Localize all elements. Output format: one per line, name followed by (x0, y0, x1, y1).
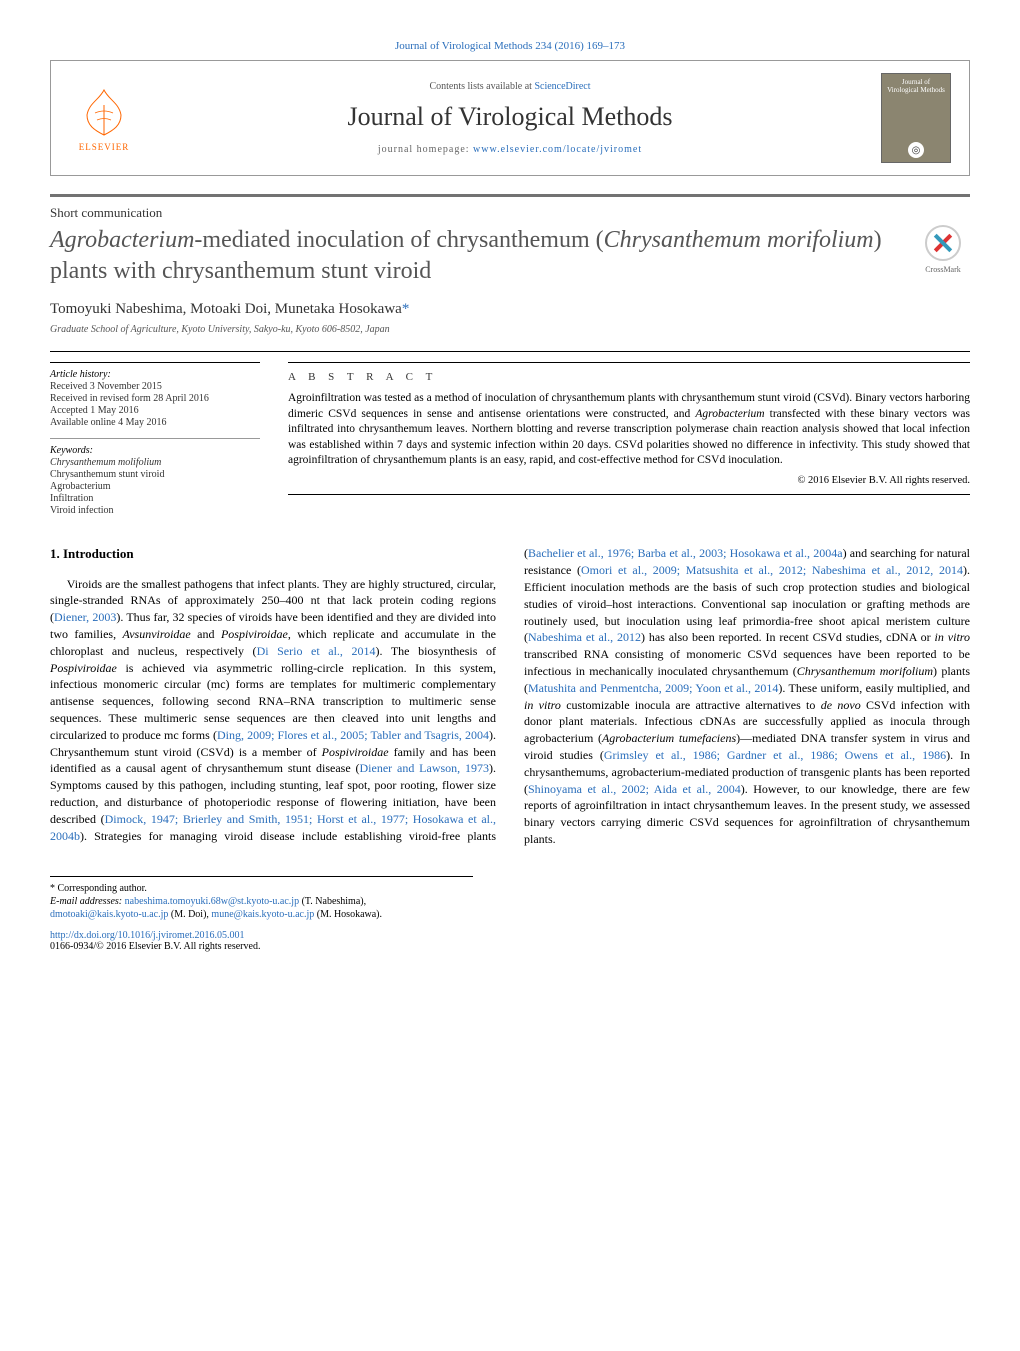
running-head: Journal of Virological Methods 234 (2016… (50, 40, 970, 52)
keyword-5: Viroid infection (50, 505, 260, 516)
journal-header: ELSEVIER Contents lists available at Sci… (50, 60, 970, 176)
article-info-sidebar: Article history: Received 3 November 201… (50, 362, 260, 517)
email-link[interactable]: nabeshima.tomoyuki.68w@st.kyoto-u.ac.jp (125, 896, 299, 907)
citation-link[interactable]: Omori et al., 2009; Matsushita et al., 2… (581, 563, 963, 577)
title-italic-2: Chrysanthemum morifolium (604, 227, 874, 253)
history-received: Received 3 November 2015 (50, 381, 260, 392)
history-revised: Received in revised form 28 April 2016 (50, 393, 260, 404)
issn-line: 0166-0934/© 2016 Elsevier B.V. All right… (50, 941, 260, 952)
homepage-prefix: journal homepage: (378, 144, 473, 155)
author-list: Tomoyuki Nabeshima, Motoaki Doi, Munetak… (50, 301, 402, 317)
cover-thumb-badge: ◎ (908, 142, 924, 158)
email-label: E-mail addresses: (50, 896, 125, 907)
email-line-2: dmotoaki@kais.kyoto-u.ac.jp (M. Doi), mu… (50, 909, 473, 920)
authors: Tomoyuki Nabeshima, Motoaki Doi, Munetak… (50, 301, 970, 318)
citation-link[interactable]: Diener and Lawson, 1973 (360, 761, 490, 775)
citation-link[interactable]: Matushita and Penmentcha, 2009; Yoon et … (528, 681, 778, 695)
intro-paragraph: Viroids are the smallest pathogens that … (50, 545, 970, 847)
corr-author-label: * Corresponding author. (50, 883, 473, 894)
citation-link[interactable]: Di Serio et al., 2014 (257, 644, 376, 658)
email-line: E-mail addresses: nabeshima.tomoyuki.68w… (50, 896, 473, 907)
section-divider (50, 194, 970, 197)
running-head-link[interactable]: Journal of Virological Methods 234 (2016… (395, 40, 625, 52)
homepage-link[interactable]: www.elsevier.com/locate/jviromet (473, 144, 642, 155)
keyword-2: Chrysanthemum stunt viroid (50, 469, 260, 480)
intro-heading: 1. Introduction (50, 545, 496, 563)
abstract-italic1: Agrobacterium (695, 408, 764, 420)
history-accepted: Accepted 1 May 2016 (50, 405, 260, 416)
citation-link[interactable]: Nabeshima et al., 2012 (528, 630, 641, 644)
footer: * Corresponding author. E-mail addresses… (50, 876, 473, 952)
article-type: Short communication (50, 205, 970, 221)
keyword-4: Infiltration (50, 493, 260, 504)
footer-doi: http://dx.doi.org/10.1016/j.jviromet.201… (50, 930, 473, 952)
abstract-heading: A B S T R A C T (288, 371, 970, 383)
abstract-copyright: © 2016 Elsevier B.V. All rights reserved… (288, 475, 970, 486)
citation-link[interactable]: Ding, 2009; Flores et al., 2005; Tabler … (217, 728, 489, 742)
sciencedirect-link[interactable]: ScienceDirect (534, 81, 590, 92)
crossmark-badge[interactable]: CrossMark (916, 225, 970, 274)
history-online: Available online 4 May 2016 (50, 417, 260, 428)
title-plain-1: -mediated inoculation of chrysanthemum ( (194, 227, 603, 253)
elsevier-tree-icon (79, 85, 129, 140)
citation-link[interactable]: Dimock, 1947; Brierley and Smith, 1951; … (105, 812, 381, 826)
abstract-text: Agroinfiltration was tested as a method … (288, 391, 970, 469)
citation-link[interactable]: Bachelier et al., 1976; Barba et al., 20… (528, 546, 843, 560)
history-label: Article history: (50, 369, 260, 380)
elsevier-label: ELSEVIER (79, 142, 130, 152)
affiliation: Graduate School of Agriculture, Kyoto Un… (50, 324, 970, 335)
keywords-label: Keywords: (50, 445, 260, 456)
divider-top (50, 351, 970, 352)
contents-line: Contents lists available at ScienceDirec… (139, 81, 881, 92)
keyword-1: Chrysanthemum molifolium (50, 457, 260, 468)
contents-prefix: Contents lists available at (429, 81, 534, 92)
homepage-line: journal homepage: www.elsevier.com/locat… (139, 144, 881, 155)
email-link[interactable]: dmotoaki@kais.kyoto-u.ac.jp (50, 909, 168, 920)
crossmark-label: CrossMark (916, 265, 970, 274)
citation-link[interactable]: Shinoyama et al., 2002; Aida et al., 200… (528, 782, 741, 796)
journal-title: Journal of Virological Methods (139, 102, 881, 132)
corr-marker: * (402, 301, 410, 317)
doi-link[interactable]: http://dx.doi.org/10.1016/j.jviromet.201… (50, 930, 245, 941)
title-italic-1: Agrobacterium (50, 227, 194, 253)
citation-link[interactable]: Grimsley et al., 1986; Gardner et al., 1… (604, 748, 946, 762)
cover-thumb-title: Journal of Virological Methods (886, 78, 946, 94)
abstract-section: A B S T R A C T Agroinfiltration was tes… (288, 362, 970, 517)
citation-link[interactable]: Diener, 2003 (54, 610, 116, 624)
elsevier-logo: ELSEVIER (69, 78, 139, 158)
article-title: Agrobacterium-mediated inoculation of ch… (50, 225, 904, 287)
body-text: 1. Introduction Viroids are the smallest… (50, 545, 970, 847)
crossmark-icon (925, 225, 961, 261)
header-center: Contents lists available at ScienceDirec… (139, 81, 881, 155)
journal-cover-thumb: Journal of Virological Methods ◎ (881, 73, 951, 163)
keyword-3: Agrobacterium (50, 481, 260, 492)
email-link[interactable]: mune@kais.kyoto-u.ac.jp (211, 909, 314, 920)
